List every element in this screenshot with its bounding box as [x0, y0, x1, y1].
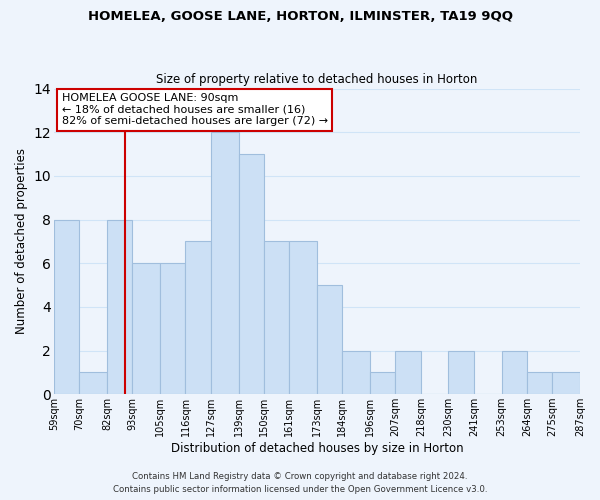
Bar: [553, 372, 580, 394]
Bar: [264, 242, 289, 394]
Bar: [289, 242, 317, 394]
Bar: [343, 350, 370, 394]
Title: Size of property relative to detached houses in Horton: Size of property relative to detached ho…: [156, 73, 478, 86]
Bar: [160, 263, 185, 394]
Bar: [502, 350, 527, 394]
Bar: [133, 263, 160, 394]
Text: HOMELEA GOOSE LANE: 90sqm
← 18% of detached houses are smaller (16)
82% of semi-: HOMELEA GOOSE LANE: 90sqm ← 18% of detac…: [62, 93, 328, 126]
Bar: [317, 285, 343, 394]
Bar: [395, 350, 421, 394]
Text: HOMELEA, GOOSE LANE, HORTON, ILMINSTER, TA19 9QQ: HOMELEA, GOOSE LANE, HORTON, ILMINSTER, …: [88, 10, 512, 23]
Y-axis label: Number of detached properties: Number of detached properties: [15, 148, 28, 334]
Bar: [211, 132, 239, 394]
Bar: [107, 220, 133, 394]
Bar: [185, 242, 211, 394]
Bar: [54, 220, 79, 394]
Bar: [370, 372, 395, 394]
Bar: [527, 372, 553, 394]
X-axis label: Distribution of detached houses by size in Horton: Distribution of detached houses by size …: [170, 442, 463, 455]
Bar: [448, 350, 474, 394]
Bar: [79, 372, 107, 394]
Text: Contains HM Land Registry data © Crown copyright and database right 2024.
Contai: Contains HM Land Registry data © Crown c…: [113, 472, 487, 494]
Bar: [239, 154, 264, 394]
